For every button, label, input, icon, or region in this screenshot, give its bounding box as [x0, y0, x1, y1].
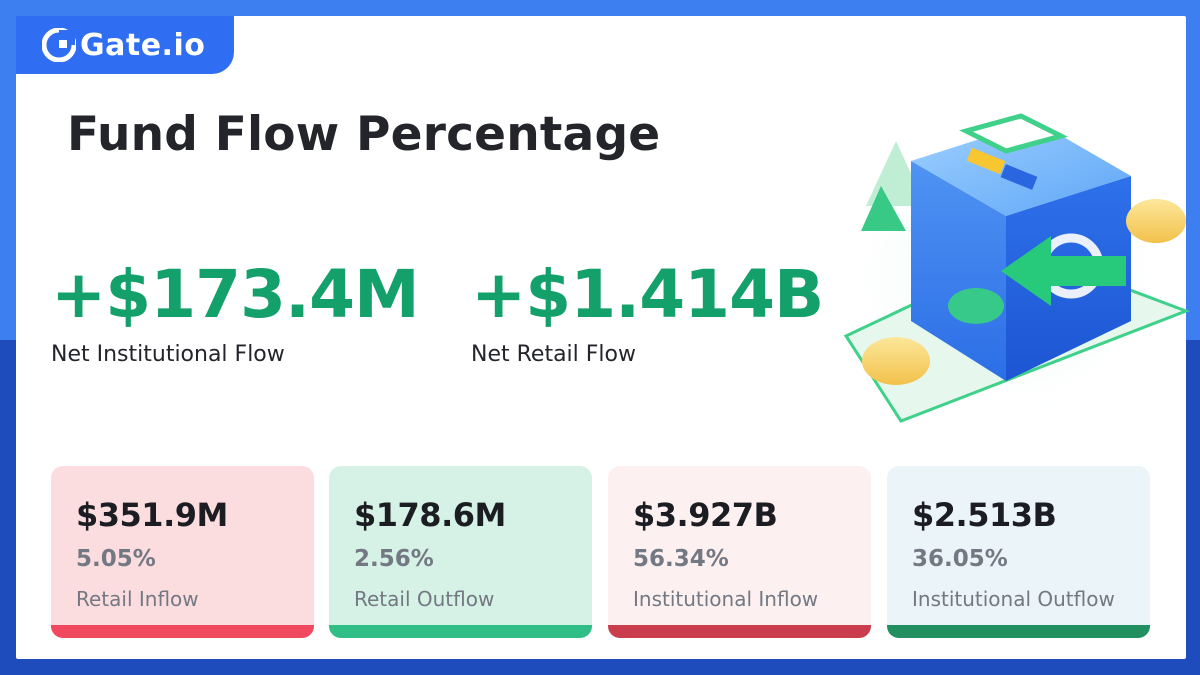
retail-outflow-amount: $178.6M: [354, 496, 506, 534]
institutional-outflow-amount: $2.513B: [912, 496, 1057, 534]
net-retail-flow-value: +$1.414B: [471, 256, 824, 333]
institutional-outflow-label: Institutional Outflow: [912, 587, 1115, 611]
institutional-outflow-accent-bar: [887, 625, 1150, 638]
institutional-inflow-card: $3.927B 56.34% Institutional Inflow: [608, 466, 871, 638]
institutional-outflow-percent: 36.05%: [912, 546, 1008, 572]
institutional-inflow-label: Institutional Inflow: [633, 587, 819, 611]
institutional-inflow-percent: 56.34%: [633, 546, 729, 572]
institutional-inflow-accent-bar: [608, 625, 871, 638]
retail-inflow-accent-bar: [51, 625, 314, 638]
institutional-inflow-amount: $3.927B: [633, 496, 778, 534]
retail-inflow-label: Retail Inflow: [76, 587, 199, 611]
gate-logo-icon: [41, 27, 77, 63]
retail-inflow-amount: $351.9M: [76, 496, 228, 534]
retail-outflow-label: Retail Outflow: [354, 587, 495, 611]
net-institutional-flow-label: Net Institutional Flow: [51, 342, 285, 367]
page-title: Fund Flow Percentage: [67, 107, 661, 162]
retail-outflow-percent: 2.56%: [354, 546, 434, 572]
retail-inflow-card: $351.9M 5.05% Retail Inflow: [51, 466, 314, 638]
logo-tab: Gate.io: [16, 16, 234, 74]
institutional-outflow-card: $2.513B 36.05% Institutional Outflow: [887, 466, 1150, 638]
logo-text: Gate.io: [80, 27, 206, 63]
retail-outflow-card: $178.6M 2.56% Retail Outflow: [329, 466, 592, 638]
net-institutional-flow-value: +$173.4M: [51, 256, 420, 333]
retail-inflow-percent: 5.05%: [76, 546, 156, 572]
content-card: Gate.io Fund Flow Percentage +$173.4M Ne…: [16, 16, 1191, 659]
net-retail-flow-label: Net Retail Flow: [471, 342, 636, 367]
fund-box-illustration-icon: [826, 106, 1200, 436]
retail-outflow-accent-bar: [329, 625, 592, 638]
